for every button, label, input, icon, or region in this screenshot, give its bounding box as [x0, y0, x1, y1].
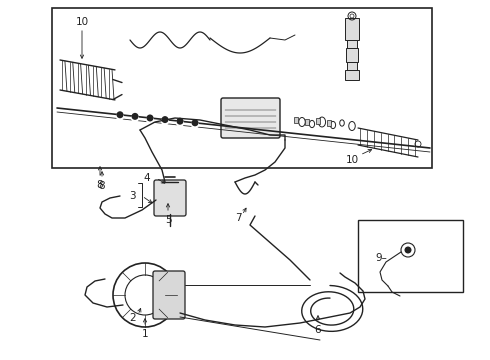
Bar — [358, 220, 463, 292]
Bar — [305, 119, 309, 125]
Text: 9–: 9– — [375, 253, 387, 263]
Circle shape — [131, 113, 139, 120]
Text: 3: 3 — [129, 191, 135, 201]
FancyBboxPatch shape — [154, 180, 186, 216]
Text: 1: 1 — [142, 329, 148, 339]
Circle shape — [162, 116, 169, 123]
Bar — [345, 18, 359, 40]
Bar — [316, 118, 320, 124]
Circle shape — [191, 121, 199, 129]
Circle shape — [405, 247, 412, 253]
Circle shape — [131, 114, 139, 122]
Text: 5: 5 — [165, 215, 172, 225]
Bar — [346, 48, 358, 62]
Bar — [347, 40, 357, 48]
Circle shape — [192, 119, 198, 126]
Text: 8: 8 — [98, 181, 105, 191]
Circle shape — [117, 111, 123, 118]
Bar — [327, 120, 331, 126]
Text: 7: 7 — [235, 213, 241, 223]
Bar — [52, 8, 432, 168]
Text: 6: 6 — [315, 325, 321, 335]
Circle shape — [161, 118, 169, 126]
Text: 8: 8 — [97, 180, 103, 190]
FancyBboxPatch shape — [153, 271, 185, 319]
Text: 2: 2 — [130, 313, 136, 323]
Circle shape — [176, 119, 184, 127]
FancyBboxPatch shape — [221, 98, 280, 138]
Bar — [345, 70, 359, 80]
Text: 10: 10 — [75, 17, 89, 27]
Text: 4: 4 — [144, 173, 150, 183]
Bar — [347, 62, 357, 70]
Text: 10: 10 — [345, 155, 359, 165]
Bar — [294, 117, 298, 123]
Circle shape — [146, 116, 154, 124]
Circle shape — [176, 118, 183, 125]
Circle shape — [147, 114, 153, 121]
Circle shape — [116, 113, 124, 121]
